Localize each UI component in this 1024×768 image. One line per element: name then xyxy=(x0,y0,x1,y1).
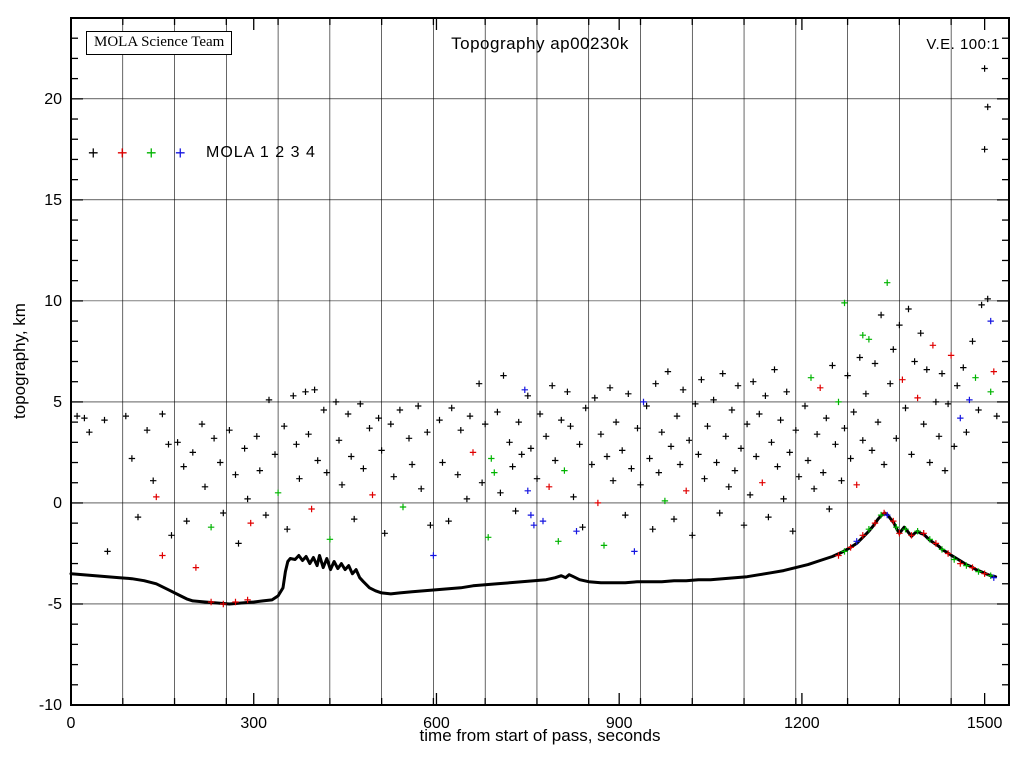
x-tick-label: 1500 xyxy=(967,715,1003,732)
y-axis-title: topography, km xyxy=(10,303,29,419)
scatter-mola-2 xyxy=(153,342,997,608)
y-tick-label: 20 xyxy=(44,91,62,108)
x-axis-title: time from start of pass, seconds xyxy=(419,726,661,745)
y-tick-label: -5 xyxy=(48,596,62,613)
chart-title: Topography ap00230k xyxy=(451,34,629,53)
legend-marker-mola-3: + xyxy=(146,143,157,163)
x-tick-label: 300 xyxy=(240,715,267,732)
scatter-mola-3 xyxy=(207,279,994,579)
y-tick-label: 0 xyxy=(53,495,62,512)
tick-labels: 0 300 600 900 1200 1500 -10 -5 0 5 10 15 20 xyxy=(39,91,1003,732)
legend-marker-mola-2: + xyxy=(117,143,128,163)
mola-science-team-badge: MOLA Science Team xyxy=(86,31,233,55)
x-tick-label: 600 xyxy=(423,715,450,732)
grid-lines xyxy=(71,18,1009,705)
legend: + + + + MOLA 1 2 3 4 xyxy=(88,144,316,162)
x-tick-label: 1200 xyxy=(784,715,820,732)
legend-label: MOLA 1 2 3 4 xyxy=(206,144,316,161)
axis-ticks xyxy=(70,18,1009,706)
vertical-exaggeration-label: V.E. 100:1 xyxy=(926,36,1000,53)
legend-marker-mola-4: + xyxy=(175,143,186,163)
scatter-mola-4 xyxy=(430,317,997,581)
legend-marker-mola-1: + xyxy=(88,143,99,163)
y-tick-label: 5 xyxy=(53,394,62,411)
y-tick-label: 10 xyxy=(44,293,62,310)
scatter-mola-1 xyxy=(73,65,1000,555)
x-tick-label: 0 xyxy=(67,715,76,732)
x-tick-label: 900 xyxy=(606,715,633,732)
y-tick-label: 15 xyxy=(44,192,62,209)
y-tick-label: -10 xyxy=(39,697,62,714)
